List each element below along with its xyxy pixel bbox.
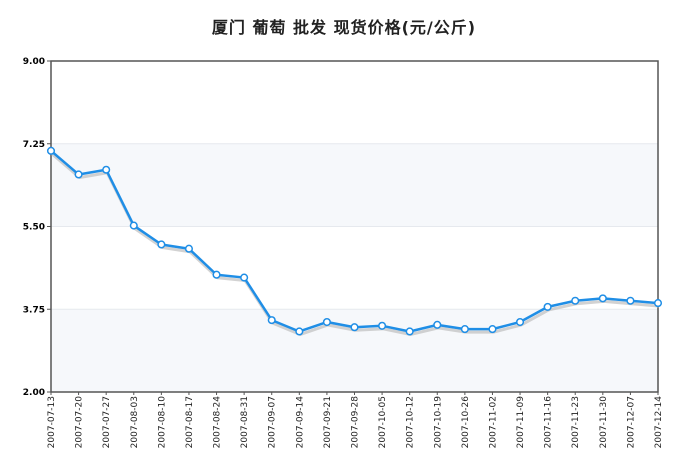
data-point — [46, 146, 56, 155]
data-point — [405, 327, 414, 336]
data-point — [267, 316, 276, 325]
x-tick-label: 2007-10-19 — [433, 396, 443, 449]
x-tick-label: 2007-09-07 — [268, 396, 278, 448]
data-point — [184, 244, 194, 253]
x-axis-ticks: 2007-07-13 2007-07-20 2007-07-27 2007-08-03… — [47, 392, 664, 448]
x-tick-label: 2007-11-09 — [516, 396, 526, 449]
x-tick-label: 2007-08-17 — [185, 396, 195, 448]
data-point — [653, 299, 663, 308]
x-tick-label: 2007-11-16 — [544, 396, 554, 449]
x-tick-label: 2007-11-02 — [488, 396, 498, 448]
y-tick-label: 7.25 — [23, 140, 45, 150]
data-point — [295, 327, 304, 336]
y-tick-label: 2.00 — [23, 388, 45, 398]
data-point — [460, 325, 469, 334]
y-tick-label: 5.50 — [23, 223, 45, 233]
x-tick-label: 2007-11-30 — [599, 396, 609, 449]
chart-title: 厦门 葡萄 批发 现货价格(元/公斤) — [211, 18, 477, 37]
data-point — [515, 317, 525, 327]
x-tick-label: 2007-08-03 — [130, 396, 140, 448]
y-tick-label: 9.00 — [23, 57, 45, 67]
data-point — [322, 317, 331, 327]
y-tick-label: 3.75 — [23, 305, 45, 315]
x-tick-label: 2007-08-24 — [213, 396, 223, 449]
x-tick-label: 2007-09-28 — [351, 396, 361, 449]
x-tick-label: 2007-07-13 — [47, 396, 57, 448]
data-point — [129, 221, 138, 230]
x-tick-label: 2007-07-27 — [102, 396, 112, 448]
x-tick-label: 2007-10-05 — [378, 396, 388, 448]
data-point — [378, 321, 387, 330]
data-point — [598, 294, 607, 303]
x-tick-label: 2007-09-14 — [295, 396, 305, 449]
grid-band — [51, 143, 658, 227]
grid-band — [51, 309, 658, 392]
data-point — [212, 270, 221, 279]
data-point — [543, 302, 552, 311]
x-tick-label: 2007-12-14 — [654, 396, 664, 449]
data-point — [433, 320, 442, 329]
data-point — [571, 296, 580, 305]
x-tick-label: 2007-10-26 — [461, 396, 471, 449]
data-point — [350, 323, 359, 332]
data-point — [240, 273, 249, 282]
x-tick-label: 2007-10-12 — [406, 396, 416, 448]
series-layer — [46, 146, 663, 336]
data-point — [157, 240, 166, 249]
data-point — [102, 165, 111, 174]
x-tick-label: 2007-11-23 — [571, 396, 581, 448]
y-axis-ticks: 2.00 3.75 5.50 7.25 9.00 — [23, 57, 51, 398]
data-point — [626, 296, 635, 305]
x-tick-label: 2007-12-07 — [626, 396, 636, 448]
x-tick-label: 2007-09-21 — [323, 396, 333, 448]
x-tick-label: 2007-08-10 — [157, 396, 167, 449]
background-bands — [51, 143, 658, 392]
data-point — [488, 325, 497, 334]
x-tick-label: 2007-08-31 — [240, 396, 250, 448]
x-tick-label: 2007-07-20 — [75, 396, 85, 449]
data-point — [74, 170, 83, 179]
